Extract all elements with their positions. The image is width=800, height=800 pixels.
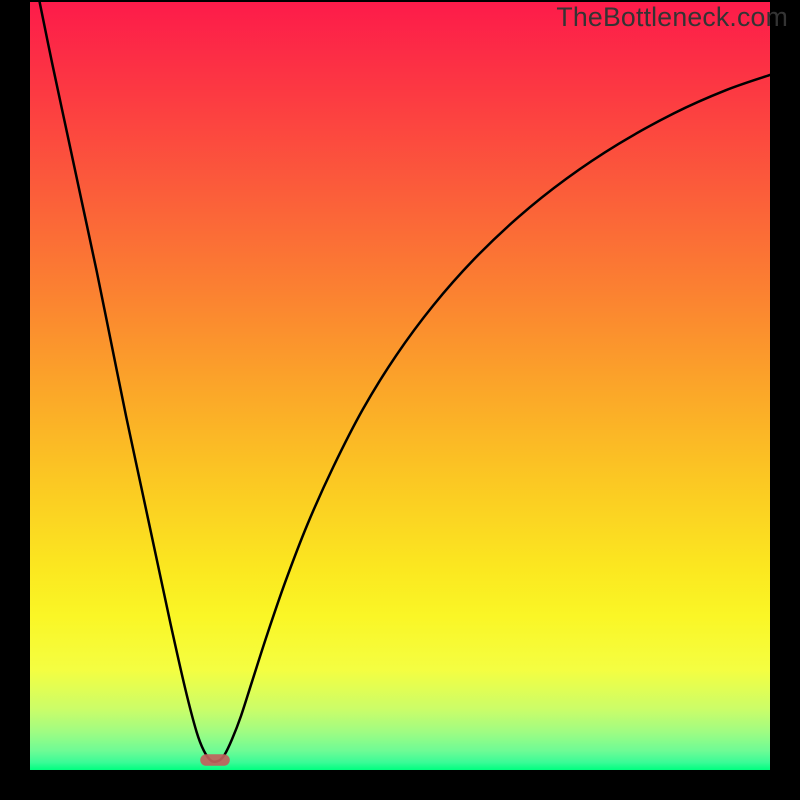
chart-svg (0, 0, 800, 800)
min-marker (200, 754, 230, 766)
plot-background (30, 2, 770, 770)
chart-container: TheBottleneck.com (0, 0, 800, 800)
watermark-text: TheBottleneck.com (556, 2, 788, 33)
